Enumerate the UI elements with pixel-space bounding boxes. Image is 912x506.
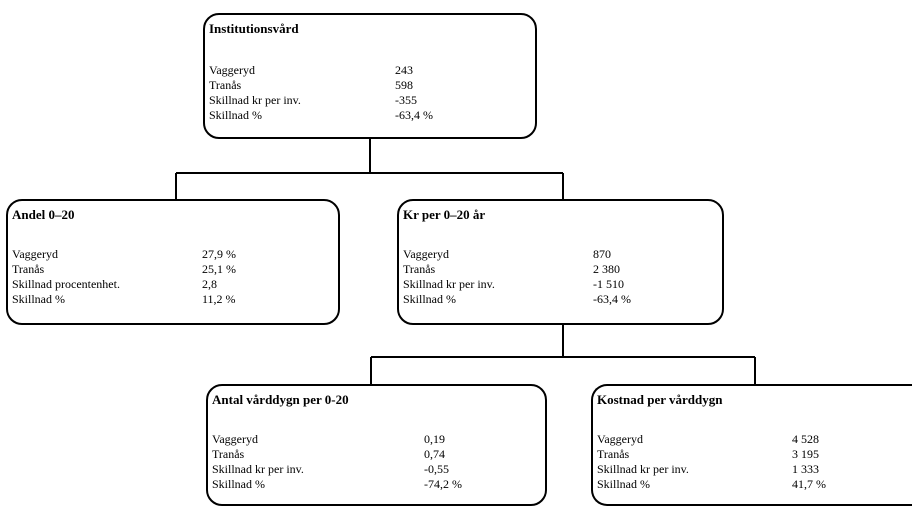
row-skillnad-kr: Skillnad kr per inv. 1 333: [597, 462, 906, 477]
row-value: 4 528: [792, 432, 819, 446]
row-vaggeryd: Vaggeryd 243: [209, 63, 529, 78]
row-label: Skillnad %: [597, 477, 650, 491]
row-value: 3 195: [792, 447, 819, 461]
node-institutionsvard: Institutionsvård Vaggeryd 243 Tranås 598 S…: [203, 13, 537, 139]
row-label: Skillnad %: [12, 292, 65, 306]
node-rows: Vaggeryd 27,9 % Tranås 25,1 % Skillnad pro…: [12, 247, 332, 307]
row-skillnad-pct: Skillnad % 41,7 %: [597, 477, 906, 492]
row-vaggeryd: Vaggeryd 870: [403, 247, 716, 262]
row-label: Skillnad kr per inv.: [209, 93, 301, 107]
node-antal-varddygn: Antal vårddygn per 0-20 Vaggeryd 0,19 Tra…: [206, 384, 547, 506]
row-value: -63,4 %: [395, 108, 433, 122]
row-value: -74,2 %: [424, 477, 462, 491]
row-value: -0,55: [424, 462, 449, 476]
row-value: 1 333: [792, 462, 819, 476]
row-label: Tranås: [403, 262, 436, 276]
row-vaggeryd: Vaggeryd 4 528: [597, 432, 906, 447]
node-rows: Vaggeryd 0,19 Tranås 0,74 Skillnad kr per …: [212, 432, 539, 492]
row-label: Skillnad kr per inv.: [212, 462, 304, 476]
row-value: 598: [395, 78, 413, 92]
row-vaggeryd: Vaggeryd 0,19: [212, 432, 539, 447]
row-label: Skillnad procentenhet.: [12, 277, 120, 291]
row-tranas: Tranås 2 380: [403, 262, 716, 277]
row-skillnad-kr: Skillnad kr per inv. -1 510: [403, 277, 716, 292]
node-kr-per-0-20: Kr per 0–20 år Vaggeryd 870 Tranås 2 380 S…: [397, 199, 724, 325]
row-skillnad-pct: Skillnad % -63,4 %: [403, 292, 716, 307]
row-value: -355: [395, 93, 417, 107]
row-skillnad-pct: Skillnad % 11,2 %: [12, 292, 332, 307]
row-skillnad-pct: Skillnad % -63,4 %: [209, 108, 529, 123]
row-tranas: Tranås 598: [209, 78, 529, 93]
row-vaggeryd: Vaggeryd 27,9 %: [12, 247, 332, 262]
row-label: Tranås: [12, 262, 45, 276]
row-label: Tranås: [212, 447, 245, 461]
row-label: Tranås: [209, 78, 242, 92]
row-label: Vaggeryd: [209, 63, 255, 77]
row-label: Skillnad %: [212, 477, 265, 491]
row-tranas: Tranås 3 195: [597, 447, 906, 462]
row-skillnad-kr: Skillnad kr per inv. -0,55: [212, 462, 539, 477]
row-label: Vaggeryd: [597, 432, 643, 446]
row-value: 11,2 %: [202, 292, 236, 306]
row-skillnad-pct: Skillnad % -74,2 %: [212, 477, 539, 492]
row-value: -63,4 %: [593, 292, 631, 306]
node-rows: Vaggeryd 243 Tranås 598 Skillnad kr per in…: [209, 63, 529, 123]
node-title: Antal vårddygn per 0-20: [212, 392, 349, 407]
row-label: Skillnad kr per inv.: [403, 277, 495, 291]
row-value: 0,74: [424, 447, 445, 461]
node-kostnad-per-varddygn: Kostnad per vårddygn Vaggeryd 4 528 Tranå…: [591, 384, 912, 506]
row-value: 2 380: [593, 262, 620, 276]
row-value: 870: [593, 247, 611, 261]
node-rows: Vaggeryd 4 528 Tranås 3 195 Skillnad kr pe…: [597, 432, 906, 492]
node-title: Kostnad per vårddygn: [597, 392, 723, 407]
row-label: Vaggeryd: [12, 247, 58, 261]
row-label: Skillnad kr per inv.: [597, 462, 689, 476]
row-value: 25,1 %: [202, 262, 236, 276]
node-title: Kr per 0–20 år: [403, 207, 486, 222]
row-tranas: Tranås 0,74: [212, 447, 539, 462]
row-label: Skillnad %: [209, 108, 262, 122]
row-label: Tranås: [597, 447, 630, 461]
node-title: Andel 0–20: [12, 207, 75, 222]
row-skillnad-procentenhet: Skillnad procentenhet. 2,8: [12, 277, 332, 292]
node-title: Institutionsvård: [209, 21, 299, 36]
row-value: -1 510: [593, 277, 624, 291]
row-tranas: Tranås 25,1 %: [12, 262, 332, 277]
row-label: Skillnad %: [403, 292, 456, 306]
row-value: 2,8: [202, 277, 217, 291]
node-andel-0-20: Andel 0–20 Vaggeryd 27,9 % Tranås 25,1 % S…: [6, 199, 340, 325]
row-value: 41,7 %: [792, 477, 826, 491]
row-value: 243: [395, 63, 413, 77]
row-label: Vaggeryd: [403, 247, 449, 261]
node-rows: Vaggeryd 870 Tranås 2 380 Skillnad kr per …: [403, 247, 716, 307]
row-skillnad-kr: Skillnad kr per inv. -355: [209, 93, 529, 108]
row-value: 0,19: [424, 432, 445, 446]
row-value: 27,9 %: [202, 247, 236, 261]
row-label: Vaggeryd: [212, 432, 258, 446]
